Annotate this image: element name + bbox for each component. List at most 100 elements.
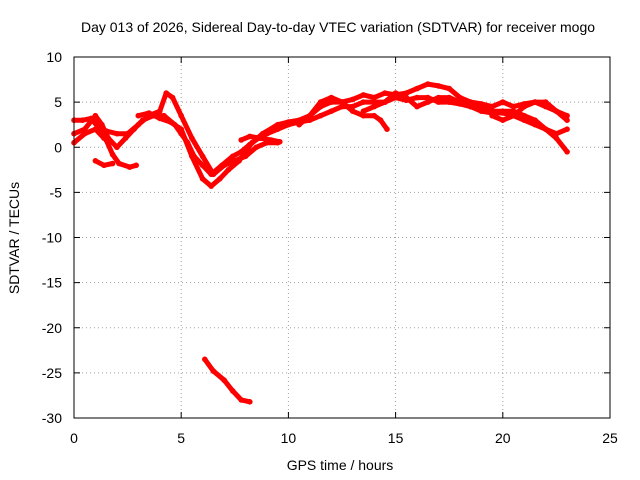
- data-point: [124, 130, 131, 137]
- data-point: [169, 94, 176, 101]
- x-tick-label: 15: [388, 430, 404, 446]
- data-point: [446, 85, 453, 92]
- data-point: [307, 112, 313, 119]
- data-point: [371, 103, 378, 110]
- data-point: [135, 112, 142, 119]
- data-point: [349, 108, 356, 114]
- y-tick-label: 0: [54, 139, 62, 155]
- axis-ticks: [73, 56, 611, 419]
- y-tick-label: 10: [46, 49, 62, 65]
- data-point: [274, 121, 281, 128]
- data-point: [382, 99, 388, 105]
- x-tick-label: 5: [177, 430, 185, 446]
- y-tick-label: 5: [54, 94, 62, 110]
- data-point: [88, 115, 94, 122]
- data-point: [268, 137, 275, 143]
- data-point: [114, 144, 120, 151]
- data-point: [553, 130, 560, 137]
- data-point: [521, 117, 527, 123]
- y-tick-label: -25: [42, 365, 62, 381]
- data-point: [564, 117, 570, 123]
- data-point: [435, 83, 442, 89]
- data-point: [157, 115, 163, 122]
- series-track-k: [202, 356, 253, 405]
- data-point: [360, 92, 367, 98]
- data-point: [178, 112, 184, 119]
- data-point: [328, 108, 335, 114]
- data-point: [229, 153, 236, 160]
- y-axis-label: SDTVAR / TECUs: [6, 182, 22, 294]
- data-point: [296, 121, 302, 128]
- data-point: [225, 167, 232, 173]
- data-point: [553, 135, 560, 141]
- data-point: [146, 110, 152, 116]
- x-tick-label: 0: [70, 430, 78, 446]
- data-point: [101, 135, 107, 141]
- data-point: [317, 112, 324, 119]
- data-point: [199, 153, 206, 160]
- x-tick-label: 25: [602, 430, 618, 446]
- data-point: [478, 101, 485, 107]
- data-point: [371, 112, 378, 119]
- data-point: [135, 121, 142, 128]
- data-point: [500, 110, 506, 116]
- series-track-c: [92, 158, 116, 169]
- data-point: [208, 183, 214, 189]
- data-point: [277, 139, 283, 145]
- data-point: [564, 112, 570, 119]
- data-point: [257, 135, 264, 141]
- data-point: [377, 117, 384, 123]
- data-point: [189, 153, 195, 160]
- y-tick-label: -10: [42, 230, 62, 246]
- data-point: [478, 108, 485, 114]
- data-point: [510, 103, 517, 110]
- data-point: [521, 103, 527, 110]
- data-point: [109, 160, 116, 167]
- data-point: [101, 162, 107, 169]
- series-track-j: [238, 133, 283, 145]
- data-point: [360, 108, 367, 114]
- data-point: [238, 137, 244, 143]
- data-point: [532, 99, 538, 105]
- data-point: [92, 126, 99, 132]
- series-track-d: [71, 126, 107, 146]
- x-axis-label: GPS time / hours: [287, 457, 394, 473]
- y-tick-label: -5: [50, 184, 63, 200]
- data-point: [167, 119, 174, 125]
- data-point: [249, 139, 255, 146]
- data-point: [542, 126, 549, 132]
- data-point: [564, 149, 570, 155]
- data-point: [285, 119, 292, 125]
- data-point: [259, 130, 266, 137]
- data-point: [532, 121, 538, 128]
- data-point: [403, 94, 410, 101]
- data-point: [236, 158, 242, 164]
- data-point: [500, 117, 506, 123]
- series-track-h: [360, 90, 570, 137]
- data-point: [92, 158, 99, 164]
- data-point: [92, 112, 99, 119]
- data-point: [328, 94, 335, 101]
- data-point: [339, 99, 345, 105]
- series-line: [71, 126, 107, 146]
- data-point: [553, 108, 560, 114]
- data-point: [217, 176, 223, 182]
- chart-title: Day 013 of 2026, Sidereal Day-to-day VTE…: [81, 19, 595, 35]
- y-tick-label: -30: [42, 410, 62, 426]
- data-point: [542, 99, 549, 105]
- series-track-i: [489, 99, 570, 123]
- data-point: [247, 399, 253, 405]
- data-point: [199, 162, 206, 169]
- data-point: [221, 377, 227, 383]
- data-point: [360, 112, 367, 119]
- data-point: [133, 162, 139, 169]
- data-point: [114, 130, 120, 137]
- data-point: [199, 176, 206, 182]
- data-point: [103, 128, 109, 134]
- data-point: [229, 388, 236, 394]
- y-tick-label: -15: [42, 275, 62, 291]
- data-point: [202, 356, 208, 363]
- data-point: [349, 96, 356, 103]
- data-point: [126, 164, 133, 170]
